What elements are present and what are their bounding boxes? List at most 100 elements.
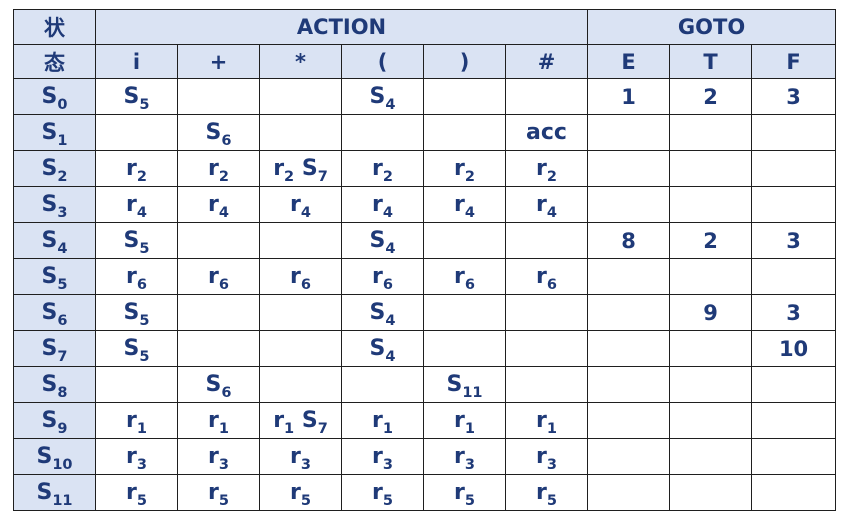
table-row: S7 S5 S4 10 — [13, 330, 837, 367]
action-cell: r6 — [259, 258, 342, 295]
symbol-subscript: 6 — [382, 277, 393, 294]
symbol-subscript: 5 — [139, 349, 150, 366]
symbol-subscript: 4 — [57, 241, 68, 258]
symbol-subscript: 1 — [57, 133, 68, 150]
symbol-text: S — [41, 264, 58, 289]
goto-cell — [669, 186, 753, 223]
action-cell: r1 — [341, 402, 424, 439]
symbol-subscript: 6 — [464, 277, 475, 294]
symbol-text: S — [41, 84, 58, 109]
action-cell: r3 — [95, 438, 178, 475]
symbol-text: r — [290, 480, 301, 505]
action-col-header: # — [504, 44, 589, 79]
symbol-subscript: 6 — [57, 313, 68, 330]
symbol-text: S — [369, 300, 386, 325]
table-row: S1 S6 acc — [13, 114, 837, 151]
symbol-text: S — [369, 228, 386, 253]
action-cell — [177, 294, 260, 331]
action-cell: r3 — [177, 438, 260, 475]
action-cell: r3 — [423, 438, 506, 475]
symbol-text: r — [126, 480, 137, 505]
action-cell — [504, 222, 589, 259]
goto-cell: 3 — [751, 294, 837, 331]
action-cell: r6 — [423, 258, 506, 295]
action-cell: S6 — [177, 114, 260, 151]
symbol-subscript: 3 — [57, 205, 68, 222]
symbol-text: r — [208, 264, 219, 289]
header-row-top: 状 ACTION GOTO — [13, 9, 837, 45]
action-cell — [259, 366, 342, 403]
action-cell — [177, 78, 260, 115]
goto-cell: 2 — [669, 222, 753, 259]
state-cell: S7 — [13, 330, 96, 367]
action-cell: r3 — [504, 438, 589, 475]
action-cell: r5 — [423, 474, 506, 511]
symbol-text: r — [536, 192, 547, 217]
action-cell — [423, 222, 506, 259]
symbol-subscript: 5 — [57, 277, 68, 294]
goto-cell — [669, 474, 753, 511]
action-cell: r2 S7 — [259, 150, 342, 187]
state-cell: S2 — [13, 150, 96, 187]
goto-cell: 3 — [751, 222, 837, 259]
symbol-text: acc — [526, 120, 567, 145]
action-cell — [504, 366, 589, 403]
symbol-text: r — [290, 444, 301, 469]
table-row: S0 S5 S4 1 2 3 — [13, 78, 837, 115]
symbol-subscript: 2 — [546, 169, 557, 186]
action-cell: r4 — [259, 186, 342, 223]
action-cell — [259, 78, 342, 115]
symbol-text: S — [41, 228, 58, 253]
action-cell: r6 — [177, 258, 260, 295]
symbol-subscript: 4 — [546, 205, 557, 222]
symbol-subscript: 5 — [136, 493, 147, 510]
symbol-subscript: 0 — [57, 97, 68, 114]
goto-cell — [587, 294, 671, 331]
symbol-subscript: 3 — [464, 457, 475, 474]
symbol-text: r — [208, 408, 219, 433]
symbol-subscript: 11 — [462, 385, 483, 402]
action-cell — [95, 114, 178, 151]
action-cell — [423, 294, 506, 331]
symbol-subscript: 6 — [221, 133, 232, 150]
symbol-text: r — [454, 408, 465, 433]
table-row: S4 S5 S4 8 2 3 — [13, 222, 837, 259]
table-row: S11 r5 r5 r5 r5 r5 r5 — [13, 474, 837, 511]
symbol-subscript: 1 — [284, 421, 295, 438]
action-cell: r6 — [504, 258, 589, 295]
state-cell: S4 — [13, 222, 96, 259]
goto-cell — [669, 114, 753, 151]
symbol-text: r — [290, 264, 301, 289]
symbol-text: r — [208, 444, 219, 469]
symbol-subscript: 6 — [218, 277, 229, 294]
symbol-text: S — [36, 444, 53, 469]
action-cell: r2 — [177, 150, 260, 187]
action-cell: S6 — [177, 366, 260, 403]
goto-cell — [751, 402, 837, 439]
symbol-text: r — [290, 192, 301, 217]
action-cell — [504, 78, 589, 115]
symbol-subscript: 2 — [284, 169, 295, 186]
action-cell: r5 — [177, 474, 260, 511]
table-body: S0 S5 S4 1 2 3 S1 S6 acc S2 r2 r2 r2 S7 r2 r2 r2 S3 r4 r4 r… — [13, 78, 837, 511]
symbol-text: r — [454, 192, 465, 217]
symbol-text: r — [208, 480, 219, 505]
action-cell: S4 — [341, 78, 424, 115]
action-cell: r6 — [95, 258, 178, 295]
symbol-subscript: 5 — [300, 493, 311, 510]
action-cell: S5 — [95, 294, 178, 331]
goto-cell — [587, 474, 671, 511]
goto-cell — [751, 186, 837, 223]
symbol-text: S — [36, 480, 53, 505]
action-cell: r2 — [95, 150, 178, 187]
action-col-header: i — [95, 44, 178, 79]
action-cell: acc — [504, 114, 589, 151]
action-cell: r5 — [95, 474, 178, 511]
table-row: S5 r6 r6 r6 r6 r6 r6 — [13, 258, 837, 295]
goto-cell: 10 — [751, 330, 837, 367]
goto-cell: 8 — [587, 222, 671, 259]
symbol-text: S — [123, 336, 140, 361]
goto-cell — [587, 402, 671, 439]
action-cell — [177, 330, 260, 367]
symbol-subscript: 8 — [57, 385, 68, 402]
